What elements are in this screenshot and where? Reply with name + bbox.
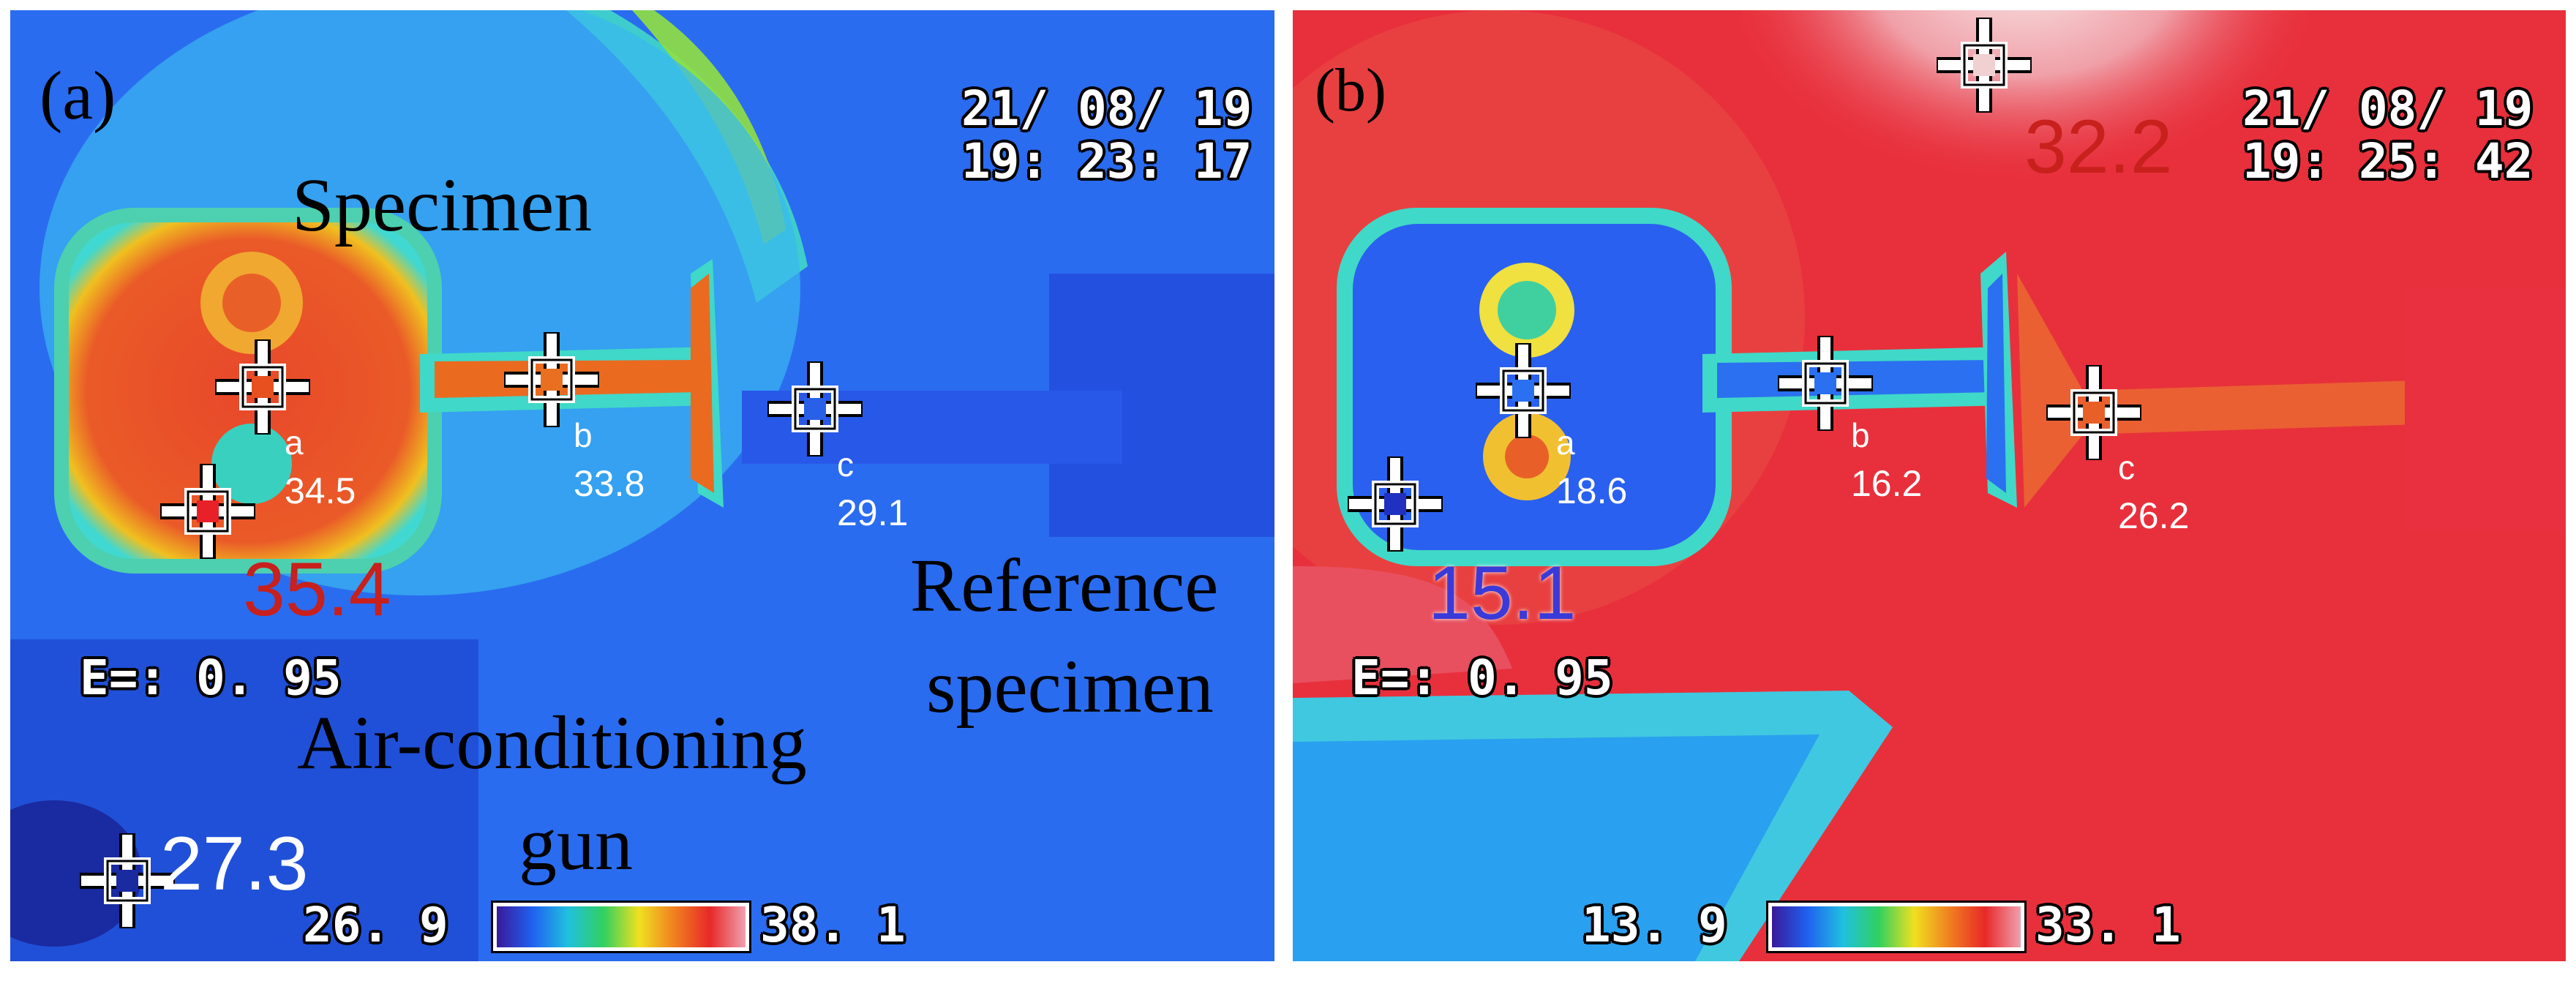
point-b-value: 16.2	[1851, 463, 1923, 504]
scale-max-label: 38. 1	[760, 897, 906, 953]
max-temperature-marker-icon	[1937, 18, 2032, 113]
panel-label: (a)	[40, 58, 116, 134]
point-b-letter: b	[574, 416, 593, 454]
point-a-value: 34.5	[285, 470, 356, 511]
thermal-image-panel-b: (b) 21/ 08/ 19 19: 25: 42 32.2 a 18.6 b …	[1293, 10, 2566, 961]
thermal-image-a	[10, 10, 1274, 961]
point-b-value: 33.8	[574, 463, 645, 504]
emissivity: E=: 0. 95	[80, 650, 342, 706]
scale-min-label: 26. 9	[303, 897, 448, 953]
point-a-letter: a	[1556, 424, 1575, 462]
min-temperature-marker-icon	[1348, 456, 1443, 552]
min-temperature-value: 15.1	[1428, 551, 1577, 636]
max-temperature-value: 32.2	[2024, 105, 2173, 189]
max-temperature-value: 35.4	[243, 547, 391, 632]
point-c-letter: c	[837, 446, 854, 484]
date-stamp: 21/ 08/ 19	[2242, 80, 2534, 137]
crosshair-a-icon	[1476, 343, 1571, 438]
gun-label-line2: gun	[519, 802, 633, 886]
point-c-letter: c	[2118, 448, 2135, 486]
point-c-value: 29.1	[837, 492, 909, 533]
panel-label: (b)	[1315, 56, 1386, 124]
specimen-label: Specimen	[292, 163, 593, 247]
panel-divider	[1282, 0, 1286, 981]
point-a-letter: a	[285, 424, 304, 462]
min-temperature-marker-icon	[80, 833, 175, 928]
crosshair-b-icon	[504, 332, 599, 427]
max-temperature-marker-icon	[160, 464, 255, 559]
scale-min-label: 13. 9	[1582, 897, 1727, 953]
gun-label-line1: Air-conditioning	[297, 701, 807, 785]
min-temperature-value: 27.3	[160, 822, 309, 906]
crosshair-a-icon	[215, 339, 310, 435]
reference-label-line1: Reference	[910, 544, 1219, 628]
time-stamp: 19: 25: 42	[2242, 133, 2534, 189]
point-b-letter: b	[1851, 416, 1870, 454]
colorbar	[493, 903, 749, 951]
crosshair-b-icon	[1778, 336, 1873, 431]
point-c-value: 26.2	[2118, 495, 2190, 536]
colorbar	[1768, 903, 2024, 951]
emissivity: E=: 0. 95	[1351, 650, 1613, 706]
scale-max-label: 33. 1	[2035, 897, 2181, 953]
reference-label-line2: specimen	[926, 644, 1214, 729]
point-a-value: 18.6	[1556, 470, 1628, 511]
crosshair-c-icon	[767, 361, 863, 456]
time-stamp: 19: 23: 17	[961, 133, 1253, 189]
date-stamp: 21/ 08/ 19	[961, 80, 1253, 137]
crosshair-c-icon	[2046, 365, 2141, 460]
thermal-image-panel-a: (a) 21/ 08/ 19 19: 23: 17 Specimen Refer…	[10, 10, 1274, 961]
